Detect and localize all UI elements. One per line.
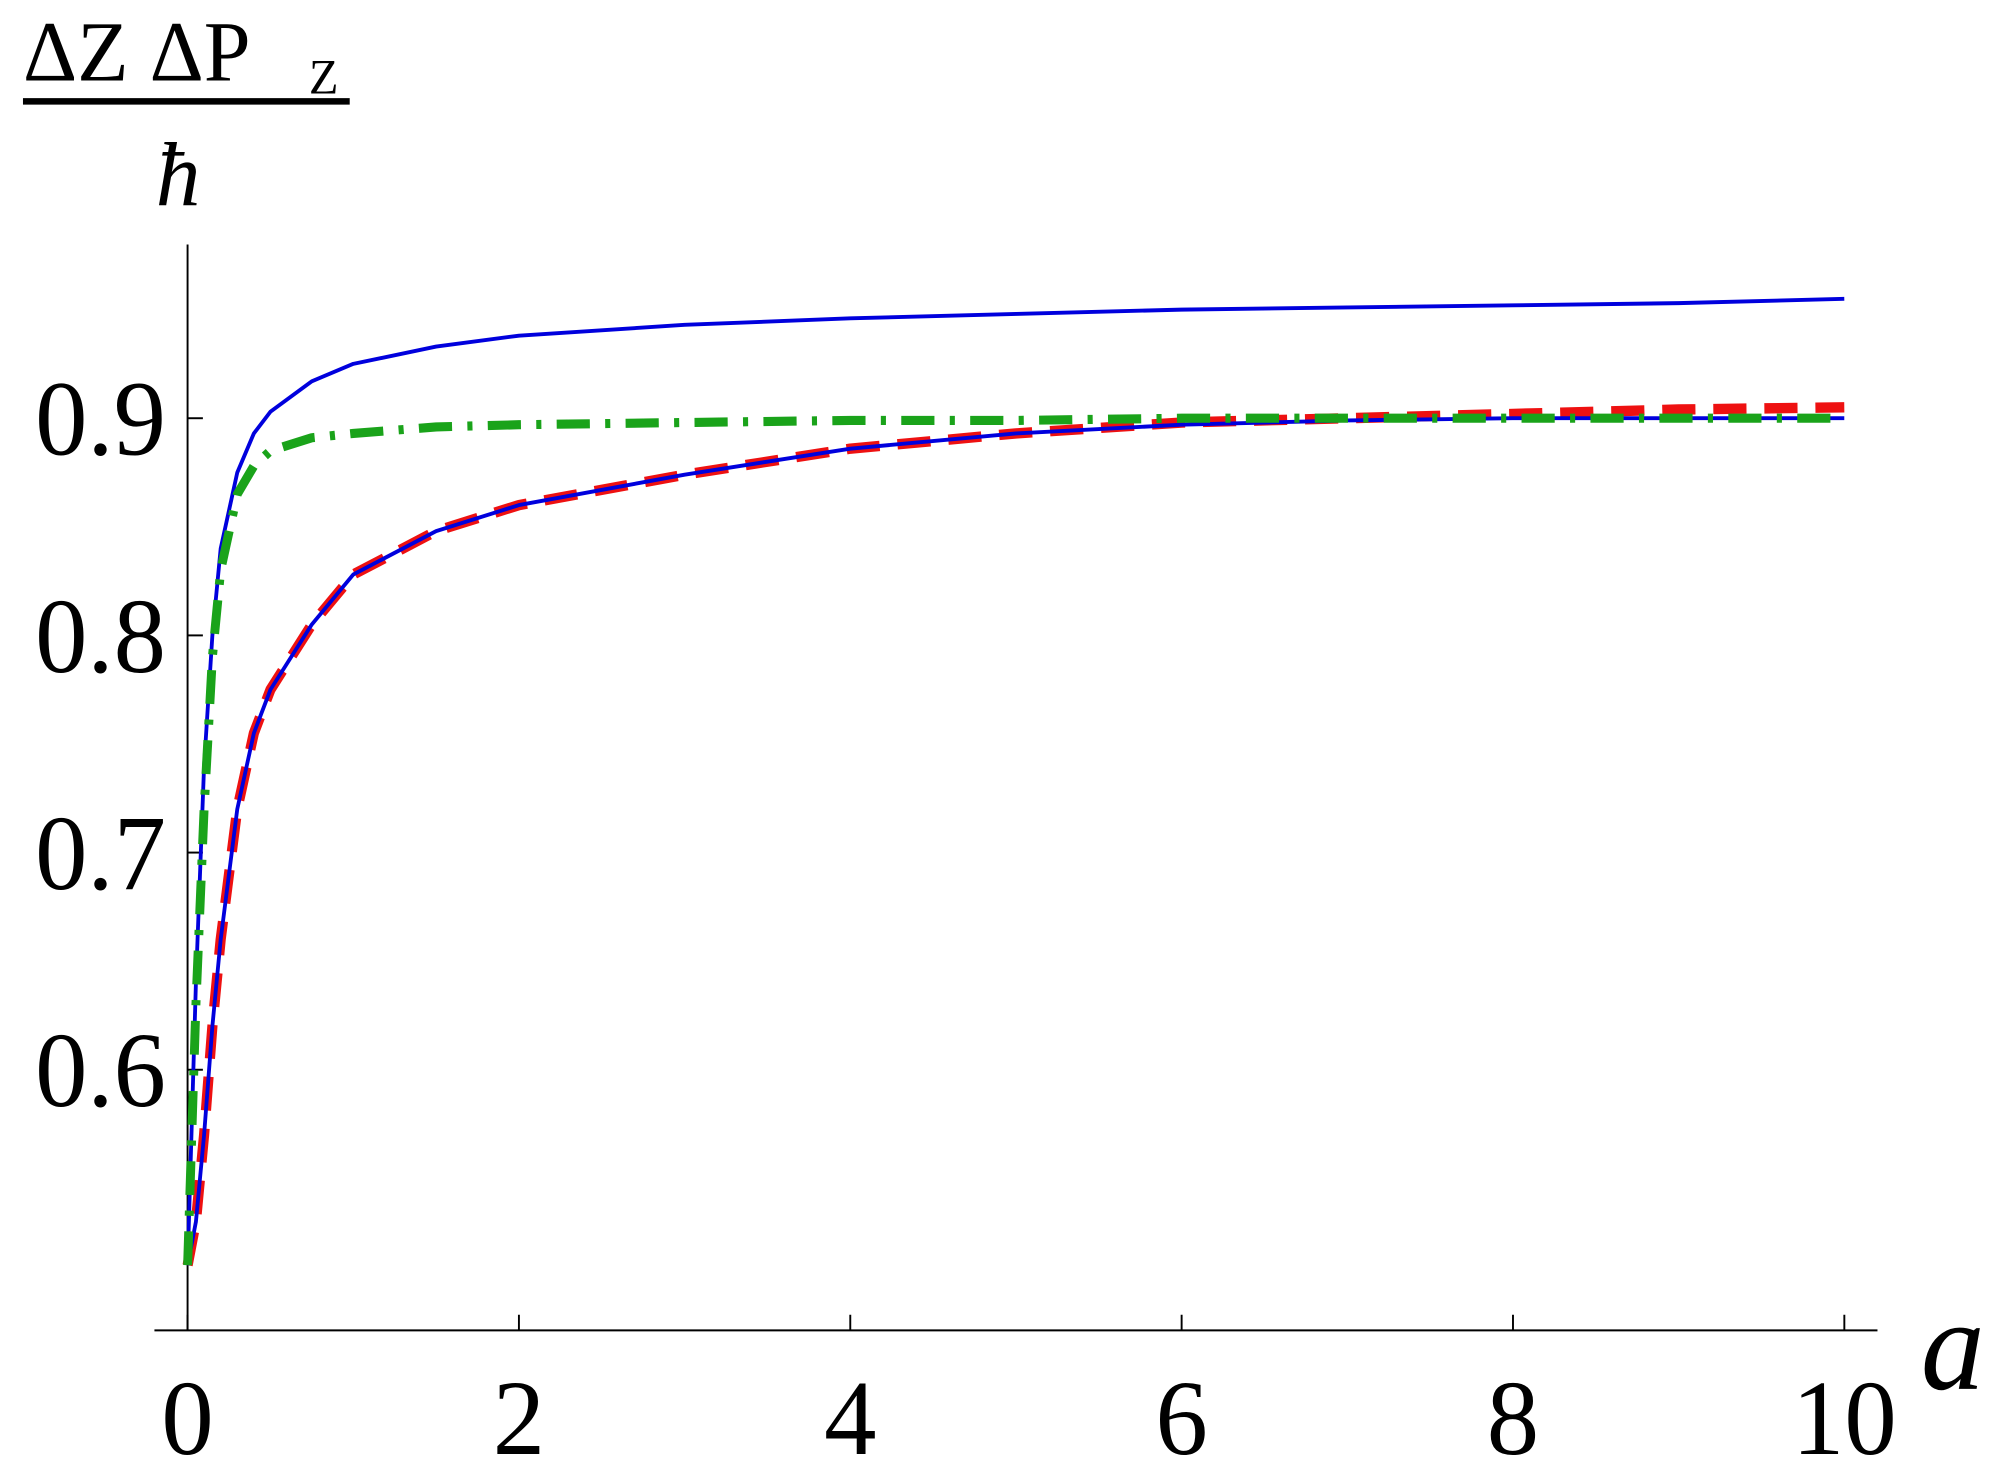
y-tick-label: 0.8 — [35, 577, 166, 695]
y-tick-label: 0.7 — [35, 794, 166, 912]
y-label-denominator: ħ — [156, 125, 201, 226]
x-tick-label: 6 — [1155, 1359, 1207, 1463]
series-line — [183, 413, 1845, 1266]
series-line — [185, 296, 1845, 1266]
y-tick-label: 0.9 — [35, 360, 166, 478]
y-tick-label: 0.6 — [35, 1011, 166, 1129]
y-label-numerator: ΔZ ΔP — [23, 5, 251, 100]
y-label-subscript: Z — [309, 49, 339, 105]
x-tick-label: 8 — [1487, 1359, 1539, 1463]
x-tick-label: 0 — [161, 1359, 213, 1463]
x-tick-label: 10 — [1792, 1359, 1897, 1463]
x-label: a — [1921, 1273, 1985, 1417]
series-line — [182, 402, 1845, 1267]
x-tick-label: 2 — [493, 1359, 545, 1463]
series-line — [185, 416, 1845, 1266]
x-tick-label: 4 — [824, 1359, 876, 1463]
